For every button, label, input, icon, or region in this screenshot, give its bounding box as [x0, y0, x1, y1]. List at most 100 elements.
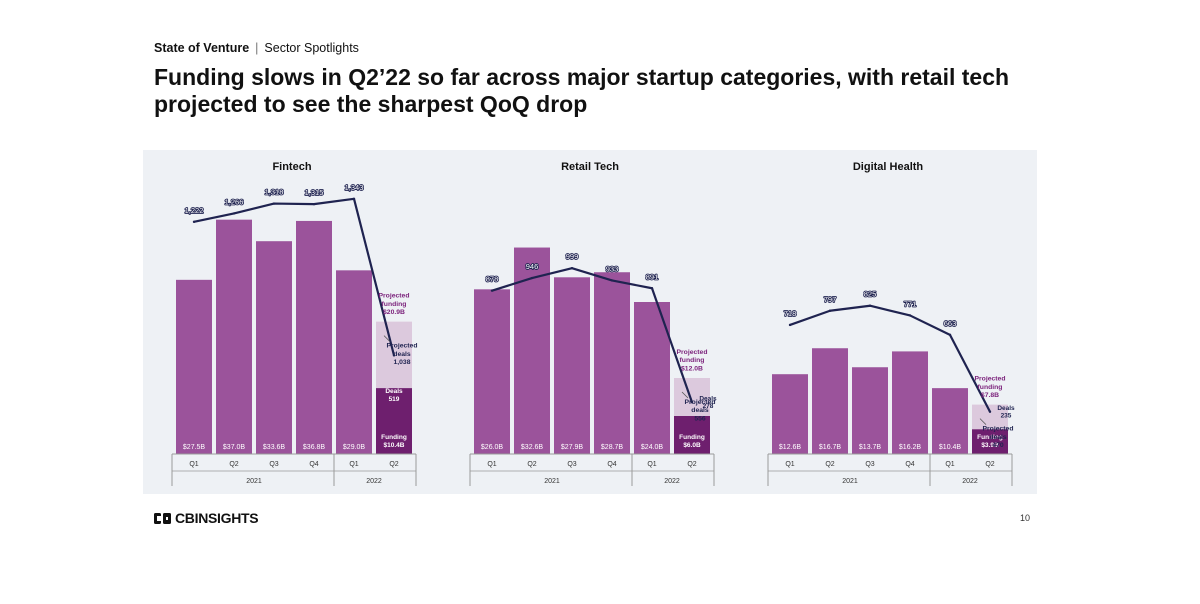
retail-tech-category-label: Q3	[567, 461, 576, 468]
fintech-funding-bar	[216, 219, 252, 454]
fintech-category-label: Q1	[349, 461, 358, 468]
fintech-projected-deals-label: Projected deals 1,038	[387, 343, 418, 366]
fintech-deals-point	[392, 354, 396, 357]
retail-tech-deals-line	[491, 267, 694, 403]
digital-health-funding-label: $16.2B	[899, 444, 922, 451]
retail-tech-funding-label: $32.6B	[521, 444, 544, 451]
digital-health-funding-label: $12.6B	[779, 444, 802, 451]
digital-health-category-label: Q2	[825, 461, 834, 468]
digital-health-category-label: Q1	[785, 461, 794, 468]
fintech-funding-label: $36.8B	[303, 444, 326, 451]
fintech-deals-label: 1,315	[305, 188, 324, 197]
retail-tech-current-funding-label: Funding $6.0B	[679, 434, 705, 449]
retail-tech-category-label: Q4	[607, 461, 616, 468]
retail-tech-projected-deals-label: Projected deals 556	[685, 399, 716, 422]
digital-health-deals-label: 663	[944, 319, 957, 328]
fintech-deals-point	[192, 220, 196, 224]
retail-tech-deals-point	[690, 401, 694, 404]
header-subsection: Sector Spotlights	[264, 41, 359, 55]
digital-health-chart-panel: Digital Health 718 797 825 771 663 $12.6B $16.7…	[739, 150, 1037, 494]
fintech-funding-label: $27.5B	[183, 444, 206, 451]
digital-health-year-label: 2021	[842, 478, 858, 485]
digital-health-category-label: Q3	[865, 461, 874, 468]
retail-tech-chart-title: Retail Tech	[561, 161, 619, 173]
digital-health-funding-bar	[812, 348, 848, 454]
retail-tech-funding-label: $24.0B	[641, 444, 664, 451]
digital-health-category-label: Q1	[945, 461, 954, 468]
digital-health-category-label: Q2	[985, 461, 994, 468]
fintech-deals-line	[193, 197, 396, 356]
retail-tech-funding-label: $28.7B	[601, 444, 624, 451]
retail-tech-deals-label: 878	[486, 275, 499, 284]
fintech-funding-bar	[176, 279, 212, 454]
retail-tech-projected-deals-connector	[681, 391, 689, 399]
retail-tech-current-deals-label: Deals 278	[699, 395, 717, 410]
digital-health-projected-deals-connector	[979, 418, 987, 425]
digital-health-funding-bar	[972, 429, 1008, 454]
fintech-current-funding-label: Funding $10.4B	[381, 434, 407, 449]
digital-health-deals-point	[788, 323, 792, 327]
fintech-year-label: 2021	[246, 478, 262, 485]
cb-insights-logo-icon	[154, 512, 171, 524]
retail-tech-funding-bar	[554, 277, 590, 454]
header-section: State of Venture	[154, 41, 250, 55]
retail-tech-category-label: Q2	[687, 461, 696, 468]
digital-health-deals-point	[908, 314, 912, 317]
digital-health-projected-funding-label: Projected funding $7.8B	[975, 376, 1006, 399]
fintech-category-label: Q4	[309, 461, 318, 468]
digital-health-funding-bar	[892, 351, 928, 454]
digital-health-funding-label: $10.4B	[939, 444, 962, 451]
retail-tech-funding-bar	[474, 289, 510, 454]
fintech-deals-label: 1,222	[185, 206, 204, 215]
fintech-funding-label: $29.0B	[343, 444, 366, 451]
digital-health-deals-label: 718	[784, 309, 797, 318]
fintech-chart-title: Fintech	[272, 161, 311, 173]
digital-health-category-label: Q4	[905, 461, 914, 468]
digital-health-chart-title: Digital Health	[853, 161, 924, 173]
fintech-deals-label: 1,318	[265, 188, 284, 197]
fintech-category-label: Q2	[229, 461, 238, 468]
retail-tech-funding-bar	[674, 416, 710, 454]
logo-text: CBINSIGHTS	[175, 510, 259, 526]
retail-tech-deals-label: 891	[646, 272, 659, 281]
digital-health-funding-label: $13.7B	[859, 444, 882, 451]
fintech-projected-deals-connector	[383, 335, 391, 342]
fintech-deals-label: 1,343	[345, 183, 364, 192]
digital-health-deals-point	[828, 309, 832, 312]
fintech-chart: Fintech 1,222 1,266 1,318 1,315 1,343 $27.5B $3…	[143, 150, 441, 494]
retail-tech-deals-label: 946	[526, 262, 539, 271]
header-separator: |	[255, 41, 259, 55]
retail-tech-deals-label: 999	[566, 252, 579, 261]
digital-health-deals-label: 771	[904, 299, 917, 308]
page-title: Funding slows in Q2’22 so far across maj…	[154, 64, 1010, 117]
fintech-funding-bar	[256, 241, 292, 454]
retail-tech-category-label: Q1	[647, 461, 656, 468]
digital-health-deals-point	[988, 410, 992, 413]
retail-tech-funding-label: $27.9B	[561, 444, 584, 451]
retail-tech-deals-point	[490, 289, 494, 292]
digital-health-deals-label: 797	[824, 295, 837, 304]
header: State of Venture | Sector Spotlights	[154, 41, 359, 55]
retail-tech-chart: Retail Tech 878 946 999 933 891 $26.0B $32.6B $2…	[441, 150, 739, 494]
digital-health-funding-label: $16.7B	[819, 444, 842, 451]
fintech-category-label: Q2	[389, 461, 398, 468]
page-number: 10	[1020, 513, 1031, 523]
fintech-deals-point	[232, 212, 236, 215]
cb-insights-logo: CBINSIGHTS	[154, 510, 259, 526]
retail-tech-deals-label: 933	[606, 264, 619, 273]
digital-health-deals-point	[868, 304, 872, 307]
fintech-funding-bar	[376, 388, 412, 454]
retail-tech-year-label: 2021	[544, 478, 560, 485]
fintech-category-label: Q1	[189, 461, 198, 468]
fintech-funding-bar	[336, 270, 372, 454]
retail-tech-deals-point	[530, 276, 534, 280]
fintech-deals-point	[312, 202, 316, 206]
fintech-projected-funding-label: Projected funding $20.9B	[379, 293, 410, 316]
digital-health-funding-bar	[852, 367, 888, 454]
digital-health-funding-bar	[932, 388, 968, 454]
digital-health-deals-line	[789, 304, 991, 413]
digital-health-funding-bar	[772, 374, 808, 454]
digital-health-deals-label: 825	[864, 290, 877, 299]
digital-health-current-deals-label: Deals 235	[997, 405, 1015, 420]
fintech-deals-label: 1,266	[225, 197, 244, 206]
